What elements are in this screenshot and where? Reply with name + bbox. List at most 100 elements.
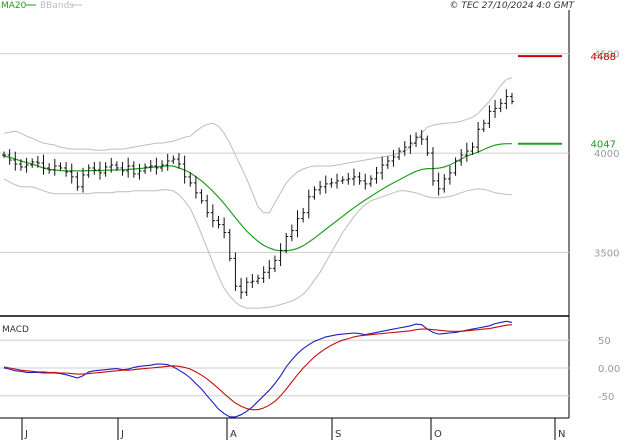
legend-ma20: MA20 [1,1,27,11]
ohlc-bar [391,149,396,167]
ohlc-bar [340,176,345,184]
ohlc-bar [284,232,289,254]
price-panel: 3500 4000 4500 4488 4047 [0,10,619,317]
ohlc-bar [18,159,23,171]
ohlc-bar [13,151,18,171]
ohlc-bar [103,162,108,177]
ohlc-bar [357,172,362,185]
ohlc-bar [414,132,419,147]
macd-tick-label: 0.00 [598,364,620,375]
x-tick-label: J [24,429,28,440]
ohlc-bar [250,274,255,288]
ohlc-bar [97,161,102,180]
ohlc-bar [385,156,390,169]
ohlc-bar [459,149,464,166]
bollinger-bands [3,77,513,309]
ohlc-bar [64,162,69,177]
x-tick-label: S [335,429,341,440]
ohlc-bar [363,173,368,190]
legend: MA20 BBands © TEC 27/10/2024 4:0 GMT [1,1,575,11]
macd-axis-labels: 50 0.00 -50 [598,336,620,403]
ohlc-bar [493,100,498,119]
ohlc-bar [267,259,272,279]
macd-grid [0,339,569,397]
price-grid [0,53,569,253]
ohlc-bar [182,155,187,184]
ohlc-bar [92,162,97,175]
ohlc-bar [109,157,114,173]
ohlc-bar [52,158,57,176]
price-tick-label: 4000 [594,149,619,160]
ohlc-bar [137,163,142,180]
ohlc-bar [120,162,125,176]
ohlc-bar [295,210,300,238]
ohlc-bar [227,228,232,262]
price-tick-label: 3500 [594,248,619,259]
ohlc-bar [261,266,266,284]
ohlc-bar [30,158,35,168]
ohlc-bar [301,207,306,223]
ohlc-bar [81,167,86,193]
ohlc-bar [306,189,311,219]
ohlc-bar [408,134,413,154]
ohlc-bar [442,174,447,193]
ohlc-bar [453,157,458,176]
ohlc-bar [239,277,244,299]
price-axis-labels: 3500 4000 4500 [594,50,619,260]
ohlc-bar [205,194,210,218]
ohlc-bar [470,142,475,155]
legend-bbands: BBands [40,1,74,11]
ohlc-bar [419,130,424,145]
ohlc-bar [2,151,6,158]
x-tick-label: J [120,429,124,440]
ohlc-bar [143,163,148,174]
ohlc-bar [481,119,486,133]
ma20-line [3,143,512,252]
ohlc-bar [114,161,119,171]
ohlc-bar [86,164,91,178]
ohlc-bar [75,172,80,191]
support-level-label: 4047 [591,140,616,151]
ohlc-bar [41,154,46,175]
support-resistance-levels: 4488 4047 [518,52,616,151]
macd-panel: MACD 50 0.00 -50 [0,316,620,419]
ohlc-bar [233,252,238,291]
ohlc-bar [256,274,260,285]
ohlc-bar [351,168,356,186]
ohlc-bar [216,215,221,229]
ohlc-bar [476,122,481,153]
ohlc-bar [244,277,249,296]
bb-lower-line [3,178,513,309]
ohlc-bar [329,178,334,188]
ohlc-bar [510,92,514,105]
ohlc-bar [436,172,441,196]
ohlc-bar [278,243,283,267]
ohlc-bar [380,156,385,180]
ohlc-bar [504,89,509,110]
ohlc-bar [323,175,328,194]
ohlc-bar [487,105,492,129]
ohlc-bar [318,180,323,195]
ohlc-bar [397,147,402,160]
ohlc-bar [7,149,12,165]
ohlc-bar [154,157,159,175]
ohlc-bar [148,160,153,172]
ohlc-bar [193,175,198,199]
ohlc-bar [312,186,317,200]
x-tick-label: O [434,429,442,440]
ohlc-bar [498,98,503,113]
ohlc-bar [374,166,379,184]
ohlc-bar [171,155,176,164]
macd-tick-label: -50 [598,392,614,403]
ohlc-bar [222,217,227,239]
macd-tick-label: 50 [598,336,611,347]
ohlc-bars [2,89,514,299]
ohlc-bar [126,157,131,178]
ohlc-bar [58,162,63,171]
ohlc-bar [131,161,136,178]
ohlc-bar [210,204,215,228]
copyright-text: © TEC 27/10/2024 4:0 GMT [449,1,575,11]
ohlc-bar [335,173,340,189]
